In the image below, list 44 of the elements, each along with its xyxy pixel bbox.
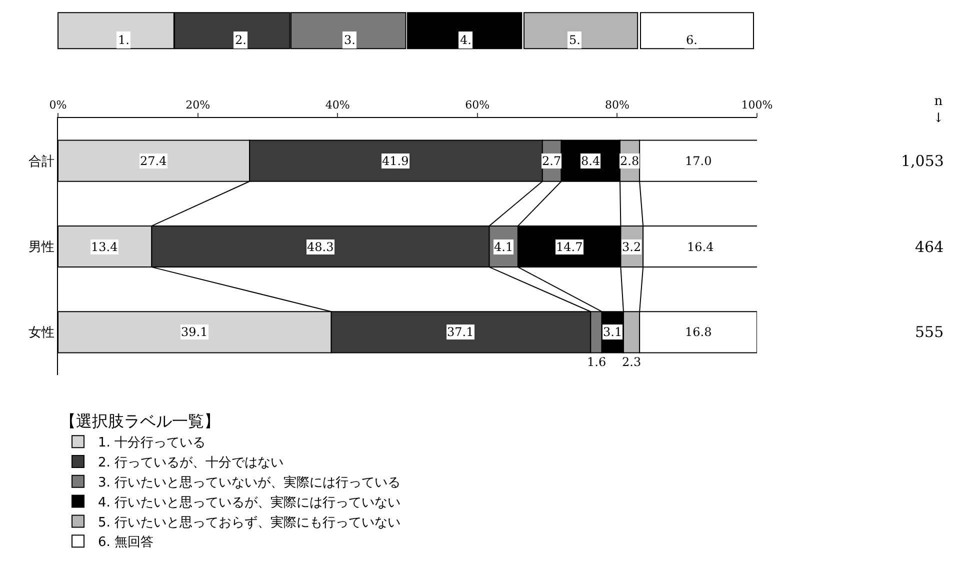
data-label: 48.3	[307, 240, 334, 254]
legend-label: 6. 無回答	[98, 535, 154, 550]
data-label: 41.9	[382, 154, 409, 168]
data-label: 17.0	[685, 154, 712, 168]
text: 2.	[235, 33, 246, 47]
text: 555	[915, 323, 944, 341]
data-label: 3.2	[622, 240, 642, 254]
text: 3.	[344, 33, 356, 47]
y-tick-label: 男性	[28, 240, 54, 256]
data-label: 27.4	[140, 154, 168, 168]
x-tick-label: 40%	[325, 98, 350, 112]
data-label: 37.1	[447, 325, 474, 339]
legend-label: 3. 行いたいと思っていないが、実際には行っている	[98, 474, 401, 490]
data-label: 2.3	[622, 355, 642, 369]
data-label: 4.1	[494, 240, 514, 254]
data-label: 1.6	[587, 355, 606, 369]
x-tick-label: 60%	[465, 98, 490, 112]
x-tick-label: 0%	[49, 98, 67, 112]
data-label: 16.4	[687, 240, 714, 254]
legend-label: 2. 行っているが、十分ではない	[98, 456, 284, 471]
data-label: 39.1	[181, 325, 208, 339]
text: 464	[915, 238, 944, 256]
legend-label: 1. 十分行っている	[98, 436, 206, 451]
legend-title: 【選択肢ラベル一覧】	[60, 412, 220, 431]
x-tick-label: 80%	[604, 98, 630, 112]
text: 6.	[686, 33, 698, 47]
data-label: 2.7	[542, 154, 562, 168]
text: n ↓	[933, 94, 944, 126]
data-label: 8.4	[581, 154, 600, 168]
x-tick-label: 100%	[741, 98, 773, 112]
data-label: 2.8	[620, 154, 640, 168]
data-label: 16.8	[685, 325, 712, 339]
y-tick-label: 合計	[28, 154, 54, 170]
x-tick-label: 20%	[186, 98, 210, 112]
data-label: 14.7	[556, 240, 583, 254]
legend-label: 5. 行いたいと思っておらず、実際にも行っていない	[98, 514, 401, 530]
y-tick-label: 女性	[28, 326, 54, 341]
text: 5.	[569, 33, 580, 47]
data-label: 3.1	[603, 325, 622, 339]
data-label: 13.4	[91, 240, 118, 254]
legend-label: 4. 行いたいと思っているが、実際には行っていない	[98, 494, 401, 510]
text: 4.	[460, 33, 472, 47]
text: 1,053	[901, 152, 944, 170]
text: 1.	[118, 33, 130, 47]
